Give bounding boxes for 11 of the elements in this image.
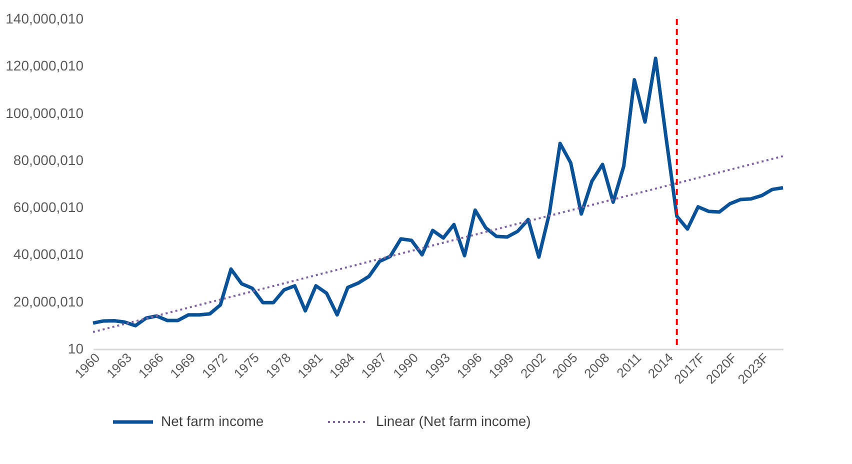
y-tick-label: 140,000,010 xyxy=(6,10,84,26)
y-tick-label: 60,000,010 xyxy=(13,199,84,216)
line-series xyxy=(91,56,785,328)
y-tick-label: 20,000,010 xyxy=(13,293,84,310)
y-tick-label: 100,000,010 xyxy=(6,104,84,121)
y-tick-label: 40,000,010 xyxy=(13,246,84,262)
y-tick-label: 80,000,010 xyxy=(13,152,84,168)
y-tick-label: 10 xyxy=(68,340,84,356)
legend-label: Net farm income xyxy=(161,413,264,429)
legend-label: Linear (Net farm income) xyxy=(376,413,531,429)
y-tick-label: 120,000,010 xyxy=(6,58,84,74)
